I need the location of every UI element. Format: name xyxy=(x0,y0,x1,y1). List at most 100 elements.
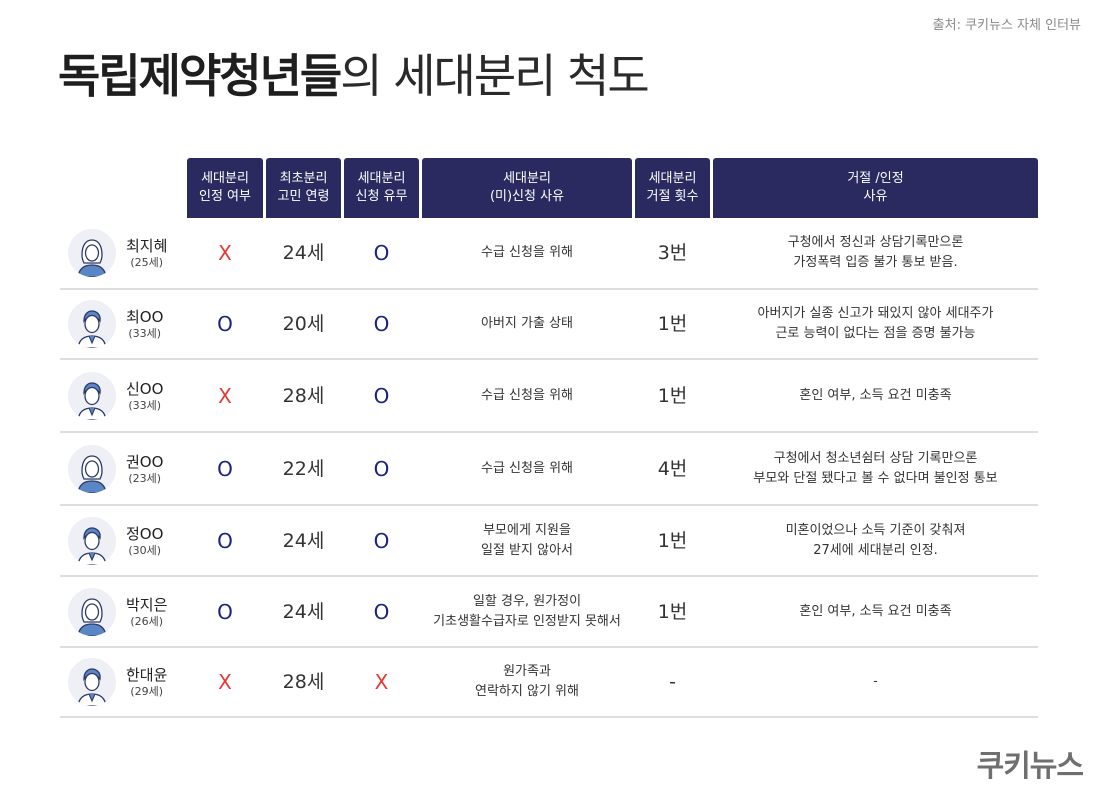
recognized-mark: X xyxy=(218,670,232,694)
person-info: 한대윤 (29세) xyxy=(126,665,167,699)
title-bold: 독립제약청년들 xyxy=(58,49,342,103)
first-age-cell: 24세 xyxy=(266,506,341,575)
woman-avatar-icon xyxy=(68,444,116,493)
person-info: 최OO (33세) xyxy=(126,307,163,341)
table-row: 박지은 (26세) O 24세 O 일할 경우, 원가정이 기초생활수급자로 인… xyxy=(60,577,1038,648)
detail-text: - xyxy=(873,674,878,689)
recognized-mark: X xyxy=(218,241,232,265)
reason-text: 부모에게 지원을 일절 받지 않아서 xyxy=(481,522,573,558)
person-name: 박지은 xyxy=(126,595,168,614)
person-age: (25세) xyxy=(130,256,164,269)
rejections-value: 1번 xyxy=(657,600,688,623)
recognized-cell: O xyxy=(187,506,263,575)
source-note: 출처: 쿠키뉴스 자체 인터뷰 xyxy=(932,18,1081,33)
detail-text: 미혼이었으나 소득 기준이 갖춰져 27세에 세대분리 인정. xyxy=(785,522,966,558)
man-avatar-icon xyxy=(68,516,116,565)
detail-cell: 구청에서 정신과 상담기록만으론 가정폭력 입증 불가 통보 받음. xyxy=(713,218,1038,288)
reason-cell: 수급 신청을 위해 xyxy=(422,433,632,504)
table-row: 최지혜 (25세) X 24세 O 수급 신청을 위해 3번 구청에서 정신과 … xyxy=(60,218,1038,290)
recognized-mark: O xyxy=(217,528,233,553)
applied-cell: X xyxy=(344,648,419,716)
header-rejections: 세대분리 거절 횟수 xyxy=(635,158,710,218)
recognized-cell: X xyxy=(187,218,263,288)
first-age-value: 20세 xyxy=(282,313,325,335)
reason-cell: 원가족과 연락하지 않기 위해 xyxy=(422,648,632,716)
reason-cell: 부모에게 지원을 일절 받지 않아서 xyxy=(422,506,632,575)
header-first-age: 최초분리 고민 연령 xyxy=(266,158,341,218)
person-cell: 한대윤 (29세) xyxy=(60,648,184,716)
person-info: 권OO (23세) xyxy=(126,452,163,486)
reason-cell: 수급 신청을 위해 xyxy=(422,360,632,431)
first-age-cell: 22세 xyxy=(266,433,341,504)
person-age: (23세) xyxy=(128,471,162,485)
first-age-cell: 20세 xyxy=(266,290,341,358)
rejections-value: - xyxy=(669,671,676,693)
rejections-cell: 1번 xyxy=(635,577,710,646)
first-age-value: 24세 xyxy=(282,529,325,552)
first-age-value: 28세 xyxy=(282,671,325,693)
first-age-cell: 24세 xyxy=(266,218,341,288)
first-age-value: 24세 xyxy=(282,242,325,264)
applied-mark: X xyxy=(374,670,389,694)
title-light: 의 세대분리 척도 xyxy=(340,49,649,103)
person-cell: 박지은 (26세) xyxy=(60,577,184,646)
woman-avatar-icon xyxy=(68,587,116,636)
person-name: 신OO xyxy=(126,379,164,398)
person-info: 박지은 (26세) xyxy=(126,595,167,629)
table-row: 최OO (33세) O 20세 O 아버지 가출 상태 1번 아버지가 실종 신… xyxy=(60,290,1038,360)
rejections-cell: 4번 xyxy=(635,433,710,504)
detail-text: 구청에서 청소년쉼터 상담 기록만으론 부모와 단절 됐다고 볼 수 없다며 불… xyxy=(753,450,998,486)
first-age-cell: 28세 xyxy=(266,360,341,431)
applied-mark: O xyxy=(373,312,390,336)
recognized-cell: O xyxy=(187,577,263,646)
rejections-cell: 1번 xyxy=(635,360,710,431)
person-cell: 최지혜 (25세) xyxy=(60,218,184,288)
person-name: 권OO xyxy=(126,452,164,471)
recognized-mark: O xyxy=(217,456,233,481)
detail-cell: 구청에서 청소년쉼터 상담 기록만으론 부모와 단절 됐다고 볼 수 없다며 불… xyxy=(713,433,1038,504)
cookie-news-logo: 쿠키뉴스 xyxy=(976,749,1084,784)
detail-text: 혼인 여부, 소득 요건 미충족 xyxy=(799,603,952,619)
person-name: 최OO xyxy=(126,308,164,326)
rejections-value: 1번 xyxy=(657,384,688,407)
applied-mark: O xyxy=(373,528,390,553)
applied-cell: O xyxy=(344,360,419,431)
reason-text: 일할 경우, 원가정이 기초생활수급자로 인정받지 못해서 xyxy=(433,593,621,629)
first-age-value: 28세 xyxy=(282,384,325,407)
applied-cell: O xyxy=(344,433,419,504)
applied-cell: O xyxy=(344,577,419,646)
recognized-mark: O xyxy=(217,312,233,336)
rejections-cell: 1번 xyxy=(635,290,710,358)
detail-text: 구청에서 정신과 상담기록만으론 가정폭력 입증 불가 통보 받음. xyxy=(787,235,964,270)
recognized-cell: O xyxy=(187,433,263,504)
applied-mark: O xyxy=(373,383,390,408)
person-cell: 권OO (23세) xyxy=(60,433,184,504)
first-age-value: 24세 xyxy=(282,600,325,623)
header-detail: 거절 /인정 사유 xyxy=(713,158,1038,218)
man-avatar-icon xyxy=(68,300,116,348)
man-avatar-icon xyxy=(68,658,116,706)
header-recognized: 세대분리 인정 여부 xyxy=(187,158,263,218)
header-rejections-label: 세대분리 거절 횟수 xyxy=(646,171,699,204)
detail-text: 혼인 여부, 소득 요건 미충족 xyxy=(799,387,952,403)
person-age: (26세) xyxy=(130,614,164,628)
person-age: (30세) xyxy=(128,543,162,557)
table-body: 최지혜 (25세) X 24세 O 수급 신청을 위해 3번 구청에서 정신과 … xyxy=(60,218,1038,718)
rejections-value: 1번 xyxy=(657,313,688,335)
man-avatar-icon xyxy=(68,371,116,420)
table-row: 한대윤 (29세) X 28세 X 원가족과 연락하지 않기 위해 - - xyxy=(60,648,1038,718)
table-row: 신OO (33세) X 28세 O 수급 신청을 위해 1번 혼인 여부, 소득… xyxy=(60,360,1038,433)
first-age-cell: 24세 xyxy=(266,577,341,646)
person-cell: 정OO (30세) xyxy=(60,506,184,575)
detail-cell: 혼인 여부, 소득 요건 미충족 xyxy=(713,577,1038,646)
detail-cell: 혼인 여부, 소득 요건 미충족 xyxy=(713,360,1038,431)
recognized-mark: X xyxy=(218,383,232,408)
rejections-cell: - xyxy=(635,648,710,716)
applied-cell: O xyxy=(344,290,419,358)
applied-cell: O xyxy=(344,506,419,575)
applied-mark: O xyxy=(373,599,390,624)
detail-text: 아버지가 실종 신고가 돼있지 않아 세대주가 근로 능력이 없다는 점을 증명… xyxy=(757,306,994,341)
header-recognized-label: 세대분리 인정 여부 xyxy=(199,171,251,204)
detail-cell: - xyxy=(713,648,1038,716)
rejections-value: 1번 xyxy=(657,529,688,552)
